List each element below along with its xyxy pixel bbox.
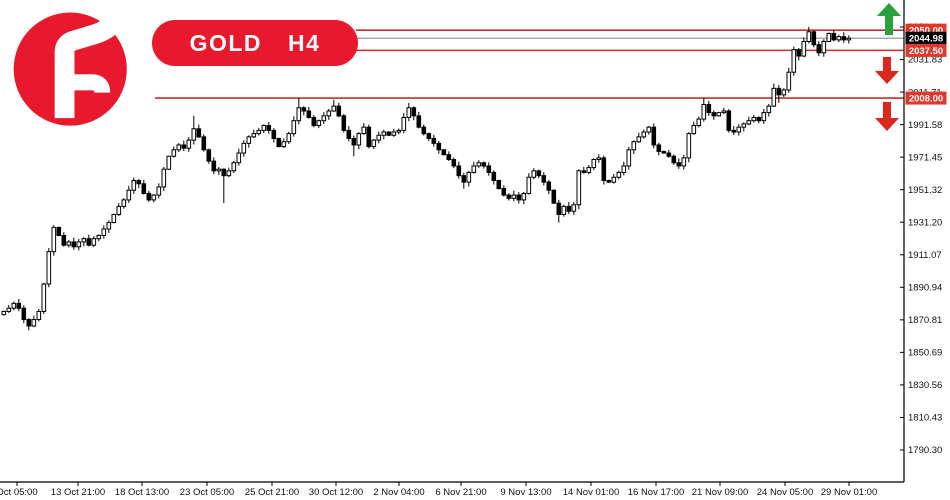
x-axis-labels: Oct 05:00 13 Oct 21:00 18 Oct 13:00 23 Oct … [0, 482, 877, 498]
up-arrow-icon [877, 3, 901, 35]
price-badge-label: 2050.00 [909, 26, 943, 37]
y-tick-label: 1991.58 [908, 120, 942, 131]
price-badge [905, 43, 947, 57]
arrows-layer [875, 3, 901, 131]
y-tick-label: 1890.94 [908, 283, 942, 294]
timeframe-label: H4 [288, 29, 321, 56]
down-arrow-icon [875, 102, 899, 131]
candles-layer [1, 26, 852, 331]
price-badge-label: 2037.50 [909, 46, 943, 57]
x-tick-label: 24 Nov 05:00 [757, 487, 814, 498]
price-badge [905, 91, 947, 105]
y-tick-label: 1810.43 [908, 413, 942, 424]
logo-f-stem-icon [54, 9, 128, 119]
y-axis-labels: 2051.962031.832011.711991.581971.451951.… [900, 22, 942, 456]
y-tick-label: 1870.81 [908, 315, 942, 326]
x-tick-label: 21 Nov 09:00 [692, 487, 749, 498]
x-tick-label: 18 Oct 13:00 [115, 487, 169, 498]
x-tick-label: 6 Nov 21:00 [435, 487, 486, 498]
price-badge-label: 2008.00 [909, 93, 943, 104]
price-badge [905, 31, 947, 45]
logo-f-bar-icon [66, 74, 111, 94]
x-tick-label: Oct 05:00 [0, 487, 38, 498]
x-tick-label: 16 Nov 17:00 [628, 487, 685, 498]
axes-layer [0, 0, 905, 483]
y-tick-label: 1790.30 [908, 445, 942, 456]
y-tick-label: 1911.07 [908, 250, 942, 261]
x-tick-label: 25 Oct 21:00 [245, 487, 299, 498]
x-tick-label: 9 Nov 13:00 [500, 487, 551, 498]
x-tick-label: 2 Nov 04:00 [373, 487, 424, 498]
x-tick-label: 23 Oct 05:00 [180, 487, 234, 498]
y-tick-label: 1931.20 [908, 217, 942, 228]
y-tick-label: 1971.45 [908, 152, 942, 163]
y-tick-label: 2031.83 [908, 55, 942, 66]
y-tick-label: 1830.56 [908, 380, 942, 391]
y-tick-label: 1951.32 [908, 185, 942, 196]
x-tick-label: 14 Nov 01:00 [563, 487, 620, 498]
symbol-timeframe-badge: GOLD H4 [152, 20, 358, 66]
x-tick-label: 13 Oct 21:00 [51, 487, 105, 498]
down-arrow-icon [875, 57, 899, 84]
symbol-label: GOLD [189, 29, 263, 56]
brand-logo [13, 9, 128, 126]
x-tick-label: 29 Nov 01:00 [821, 487, 878, 498]
y-tick-label: 1850.69 [908, 348, 942, 359]
price-badge-label: 2044.98 [909, 34, 943, 45]
x-tick-label: 30 Oct 12:00 [309, 487, 363, 498]
